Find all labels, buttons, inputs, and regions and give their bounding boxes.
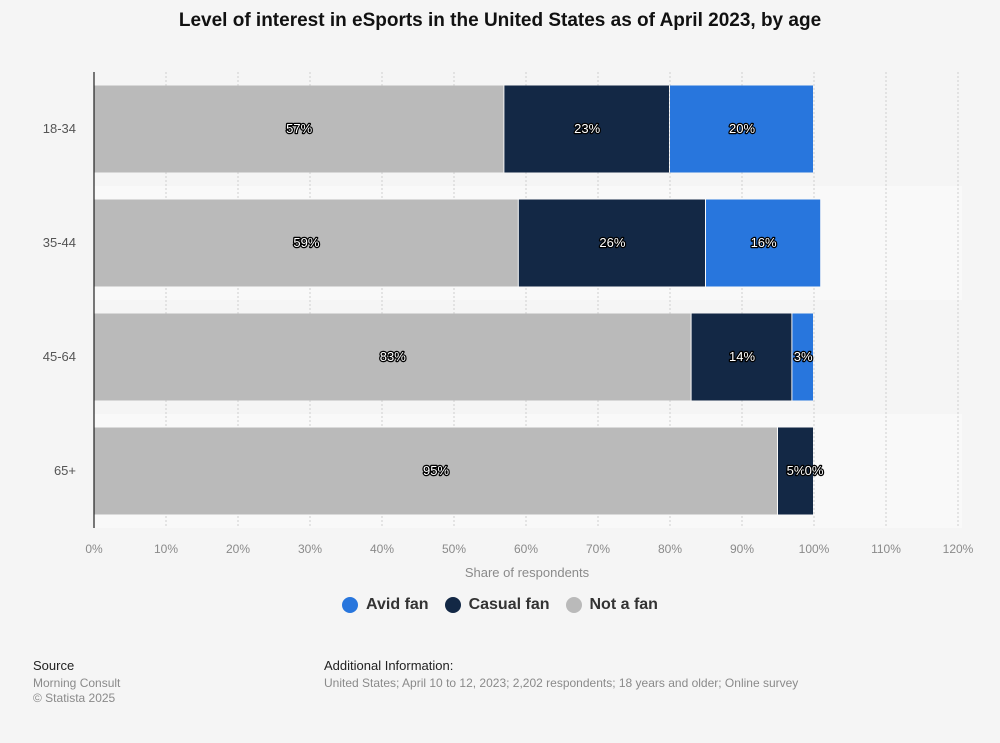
x-tick-label: 80%	[658, 542, 682, 556]
bar-not-a-fan[interactable]	[94, 199, 518, 287]
x-tick-label: 40%	[370, 542, 394, 556]
additional-info-text: United States; April 10 to 12, 2023; 2,2…	[324, 676, 799, 690]
x-tick-label: 110%	[871, 542, 901, 556]
x-axis-label: Share of respondents	[465, 565, 590, 580]
bar-avid-fan[interactable]	[706, 199, 821, 287]
chart-plot: 18-34 35-44 45-64 65+ 0% 10% 20% 30% 40% 50% 60% 7…	[43, 72, 974, 580]
legend-item-not-a-fan[interactable]: Not a fan	[565, 596, 658, 614]
data-label-not-a-fan: 57%	[286, 121, 312, 136]
x-tick-label: 50%	[442, 542, 466, 556]
legend-dot-not-a-fan	[565, 597, 582, 613]
x-tick-label: 120%	[943, 542, 974, 556]
legend-label: Casual fan	[468, 596, 550, 613]
additional-info-heading: Additional Information:	[324, 658, 454, 673]
bar-avid-fan[interactable]	[670, 85, 813, 173]
data-label-avid-fan: 20%	[729, 121, 755, 136]
y-category-label: 65+	[54, 463, 76, 478]
source-heading: Source	[33, 658, 75, 673]
data-label-casual-fan: 14%	[729, 349, 755, 364]
bar-not-a-fan[interactable]	[94, 85, 504, 173]
legend-item-casual-fan[interactable]: Casual fan	[444, 596, 550, 614]
data-label-not-a-fan: 83%	[380, 349, 406, 364]
legend-label: Avid fan	[366, 596, 429, 613]
bar-casual-fan[interactable]	[518, 199, 705, 287]
data-label-casual-fan: 5%	[787, 463, 806, 478]
bar-not-a-fan[interactable]	[94, 313, 691, 401]
data-label-avid-fan: 0%	[805, 463, 824, 478]
data-label-casual-fan: 23%	[574, 121, 600, 136]
legend-item-avid-fan[interactable]: Avid fan	[342, 596, 429, 614]
bar-avid-fan[interactable]	[792, 313, 813, 401]
legend-dot-casual-fan	[444, 597, 461, 613]
legend-dot-avid-fan	[342, 597, 359, 613]
x-tick-label: 10%	[154, 542, 178, 556]
x-tick-label: 70%	[586, 542, 610, 556]
x-tick-label: 0%	[85, 542, 103, 556]
bar-casual-fan[interactable]	[504, 85, 669, 173]
x-tick-label: 60%	[514, 542, 538, 556]
y-category-label: 18-34	[43, 121, 76, 136]
legend-label: Not a fan	[589, 596, 658, 613]
chart-title: Level of interest in eSports in the Unit…	[178, 10, 822, 31]
data-label-not-a-fan: 59%	[293, 235, 319, 250]
data-label-casual-fan: 26%	[599, 235, 625, 250]
bar-not-a-fan[interactable]	[94, 427, 777, 515]
bar-casual-fan[interactable]	[691, 313, 792, 401]
x-tick-label: 100%	[799, 542, 830, 556]
data-label-not-a-fan: 95%	[423, 463, 449, 478]
x-tick-label: 30%	[298, 542, 322, 556]
x-tick-label: 20%	[226, 542, 250, 556]
y-category-label: 35-44	[43, 235, 76, 250]
y-category-label: 45-64	[43, 349, 76, 364]
source-name[interactable]: Morning Consult	[33, 676, 121, 690]
copyright: © Statista 2025	[33, 691, 116, 705]
data-label-avid-fan: 16%	[751, 235, 777, 250]
x-tick-label: 90%	[730, 542, 754, 556]
legend: Avid fan Casual fan Not a fan	[0, 596, 1000, 614]
bar-casual-fan[interactable]	[778, 427, 813, 515]
data-label-avid-fan: 3%	[794, 349, 813, 364]
